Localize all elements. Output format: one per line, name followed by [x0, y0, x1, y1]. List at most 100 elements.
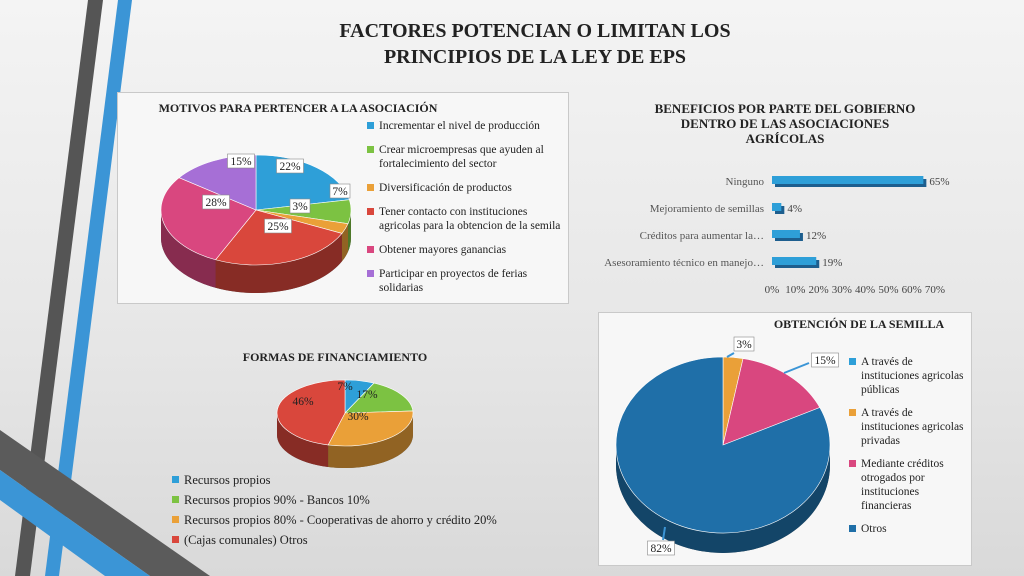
beneficios-bar	[772, 203, 782, 211]
beneficios-category-label: Mejoramiento de semillas	[650, 203, 764, 215]
motivos-chart-title: MOTIVOS PARA PERTENCER A LA ASOCIACIÓN	[158, 101, 438, 115]
beneficios-tick-label: 40%	[855, 284, 875, 296]
semilla-legend-label: A través de instituciones agricolas públ…	[861, 356, 964, 396]
beneficios-category-label: Asesoramiento técnico en manejo…	[604, 257, 764, 269]
semilla-data-label-box	[811, 352, 839, 368]
motivos-data-label: 28%	[205, 197, 227, 209]
beneficios-category-label: Ninguno	[726, 176, 765, 188]
financiamiento-legend-item: Recursos propios	[172, 473, 542, 487]
semilla-data-label: 15%	[814, 355, 836, 367]
financiamiento-data-label: 17%	[356, 389, 378, 401]
beneficios-bar-chart: Ninguno 65% Mejoramiento de semillas 4% Créd…	[604, 176, 950, 296]
financiamiento-slice-side	[277, 413, 329, 467]
financiamiento-legend-label: (Cajas comunales) Otros	[184, 533, 308, 547]
beneficios-bar	[772, 230, 800, 238]
beneficios-bar	[772, 257, 817, 265]
financiamiento-legend-label: Recursos propios	[184, 473, 271, 487]
financiamiento-slice	[276, 379, 346, 446]
beneficios-bar	[772, 176, 924, 184]
motivos-legend-item: Diversificación de productos	[367, 181, 562, 195]
motivos-legend-item: Incrementar el nivel de producción	[367, 119, 562, 133]
beneficios-category-label: Créditos para aumentar la…	[640, 230, 764, 242]
beneficios-chart-panel: BENEFICIOS POR PARTE DEL GOBIERNO DENTRO…	[600, 95, 970, 305]
motivos-legend-label: Participar en proyectos de ferias solida…	[379, 268, 528, 294]
financiamiento-data-label: 46%	[292, 396, 314, 408]
page-title: FACTORES POTENCIAN O LIMITAN LOS PRINCIP…	[339, 20, 731, 68]
financiamiento-legend-label: Recursos propios 80% - Cooperativas de a…	[184, 513, 497, 527]
motivos-slice	[215, 209, 343, 266]
motivos-legend-swatch	[367, 270, 374, 277]
semilla-legend-label: Mediante créditos otrogados por instituc…	[861, 458, 944, 512]
financiamiento-slice	[327, 410, 414, 447]
motivos-data-label: 3%	[292, 201, 308, 213]
beneficios-chart-title: BENEFICIOS POR PARTE DEL GOBIERNO DENTRO…	[654, 101, 916, 146]
motivos-data-label: 22%	[279, 161, 301, 173]
semilla-chart-title: OBTENCIÓN DE LA SEMILLA	[773, 317, 945, 331]
financiamiento-legend-swatch	[172, 496, 179, 503]
semilla-slice	[615, 356, 831, 534]
semilla-legend-swatch	[849, 525, 856, 532]
motivos-slice-side	[341, 223, 349, 262]
semilla-legend-swatch	[849, 358, 856, 365]
beneficios-tick-label: 30%	[832, 284, 852, 296]
motivos-data-label: 15%	[230, 156, 252, 168]
motivos-slice-side	[348, 210, 351, 252]
motivos-slice	[160, 177, 257, 261]
semilla-data-label-box	[733, 336, 755, 352]
beneficios-value-label: 12%	[806, 230, 826, 242]
motivos-pie-chart: 22% 7% 3%25% 28% 15%	[160, 153, 352, 293]
beneficios-tick-label: 0%	[765, 284, 780, 296]
semilla-data-label-box	[647, 540, 675, 556]
motivos-legend-swatch	[367, 146, 374, 153]
financiamiento-legend-item: Recursos propios 80% - Cooperativas de a…	[172, 513, 542, 527]
financiamiento-legend-swatch	[172, 476, 179, 483]
semilla-pie-chart: 3% 15% 82%	[615, 336, 839, 556]
financiamiento-chart-panel: FORMAS DE FINANCIAMIENTO 7% 17% 30% 46% Rec…	[165, 340, 545, 565]
semilla-data-label: 3%	[736, 339, 752, 351]
motivos-data-label-box	[276, 158, 304, 174]
motivos-legend-label: Tener contacto con instituciones agricol…	[379, 206, 561, 232]
financiamiento-legend: Recursos propios Recursos propios 90% - B…	[172, 473, 542, 553]
financiamiento-slice	[344, 382, 414, 414]
semilla-legend-swatch	[849, 460, 856, 467]
semilla-legend-item: A través de instituciones agricolas públ…	[849, 355, 967, 397]
motivos-data-label-box	[264, 218, 292, 234]
semilla-legend-item: Otros	[849, 522, 967, 536]
beneficios-tick-label: 20%	[808, 284, 828, 296]
financiamiento-legend-item: Recursos propios 90% - Bancos 10%	[172, 493, 542, 507]
motivos-legend: Incrementar el nivel de producción Crear …	[367, 119, 562, 305]
motivos-legend-swatch	[367, 184, 374, 191]
financiamiento-legend-item: (Cajas comunales) Otros	[172, 533, 542, 547]
motivos-data-label: 7%	[332, 186, 348, 198]
motivos-legend-item: Tener contacto con instituciones agricol…	[367, 205, 562, 233]
motivos-legend-label: Crear microempresas que ayuden al fortal…	[379, 144, 544, 170]
beneficios-tick-label: 60%	[902, 284, 922, 296]
semilla-legend: A través de instituciones agricolas públ…	[849, 355, 967, 545]
motivos-data-label-box	[227, 153, 255, 169]
motivos-legend-swatch	[367, 246, 374, 253]
motivos-legend-item: Obtener mayores ganancias	[367, 243, 562, 257]
financiamiento-slice-side	[328, 413, 413, 468]
semilla-leader-line	[783, 362, 810, 374]
motivos-data-label-box	[202, 194, 230, 210]
motivos-legend-item: Participar en proyectos de ferias solida…	[367, 267, 562, 295]
financiamiento-legend-swatch	[172, 516, 179, 523]
financiamiento-pie-chart: 7%17% 30% 46%	[276, 379, 414, 468]
beneficios-tick-label: 50%	[878, 284, 898, 296]
beneficios-value-label: 19%	[822, 257, 842, 269]
financiamiento-data-label: 7%	[337, 381, 353, 393]
motivos-legend-label: Incrementar el nivel de producción	[379, 120, 540, 132]
beneficios-value-label: 65%	[929, 176, 949, 188]
beneficios-value-label: 4%	[787, 203, 802, 215]
decorative-stripes	[0, 0, 210, 576]
motivos-legend-label: Obtener mayores ganancias	[379, 244, 507, 256]
financiamiento-data-label: 30%	[347, 411, 369, 423]
semilla-data-label: 82%	[650, 543, 672, 555]
financiamiento-chart-title: FORMAS DE FINANCIAMIENTO	[242, 350, 428, 364]
semilla-legend-label: A través de instituciones agricolas priv…	[861, 407, 964, 447]
motivos-data-label-box	[289, 198, 311, 214]
beneficios-tick-label: 10%	[785, 284, 805, 296]
financiamiento-legend-label: Recursos propios 90% - Bancos 10%	[184, 493, 370, 507]
semilla-slice	[722, 358, 821, 446]
semilla-slice-side	[616, 445, 830, 553]
